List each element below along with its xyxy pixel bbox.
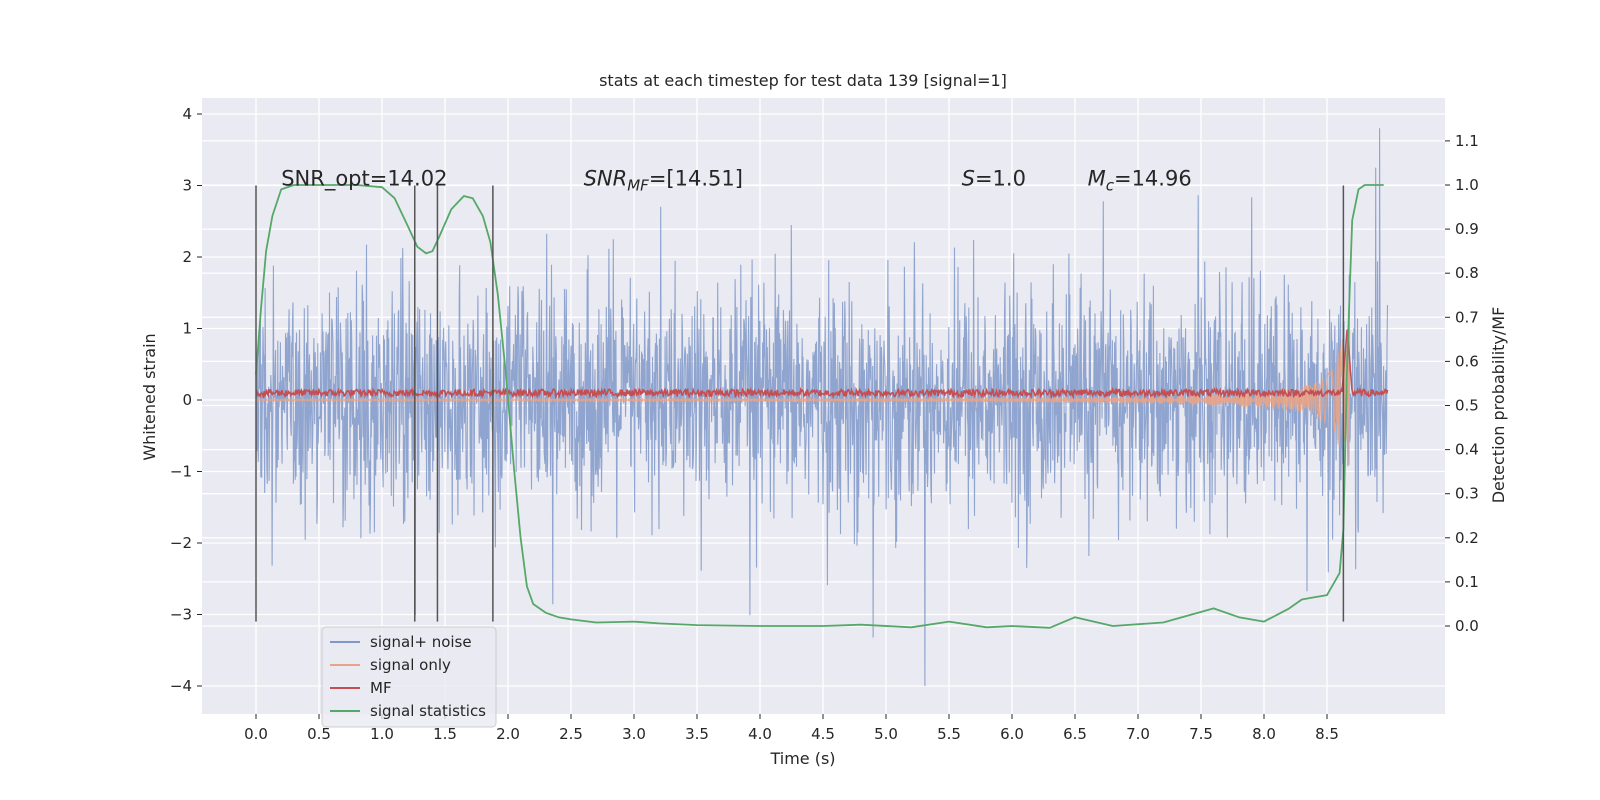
chart-title: stats at each timestep for test data 139… <box>599 71 1007 90</box>
series-mf <box>255 329 1389 400</box>
y-tick-label: −3 <box>170 606 192 624</box>
y2-tick-label: 1.0 <box>1455 176 1479 194</box>
x-tick-label: 2.0 <box>496 725 520 743</box>
y2-tick-label: 0.1 <box>1455 573 1479 591</box>
y-tick-label: 0 <box>182 391 192 409</box>
legend-label: signal only <box>370 656 451 674</box>
x-tick-label: 3.5 <box>685 725 709 743</box>
x-tick-label: 3.0 <box>622 725 646 743</box>
legend-box <box>321 626 497 728</box>
y2-tick-label: 0.0 <box>1455 617 1479 635</box>
y-tick-label: −4 <box>170 677 192 695</box>
series-signal-only <box>255 329 1351 466</box>
y-tick-label: 1 <box>182 320 192 338</box>
y-tick-label: 2 <box>182 248 192 266</box>
legend-label: MF <box>370 679 392 697</box>
y-tick-label: −1 <box>170 463 192 481</box>
y2-tick-label: 1.1 <box>1455 132 1479 150</box>
legend-label: signal statistics <box>370 702 486 720</box>
y2-tick-label: 0.7 <box>1455 308 1479 326</box>
annotation-1: SNRMF=[14.51] <box>584 166 743 194</box>
x-tick-label: 4.5 <box>811 725 835 743</box>
x-tick-label: 6.0 <box>1000 725 1024 743</box>
x-tick-label: 5.5 <box>937 725 961 743</box>
x-tick-label: 2.5 <box>559 725 583 743</box>
legend: signal+ noise signal only MF signal statist… <box>321 626 497 728</box>
y-tick-label: 4 <box>182 105 192 123</box>
y2-tick-label: 0.9 <box>1455 220 1479 238</box>
x-tick-label: 8.0 <box>1252 725 1276 743</box>
y2-tick-label: 0.4 <box>1455 441 1479 459</box>
y2-tick-label: 0.2 <box>1455 529 1479 547</box>
y2-tick-label: 0.8 <box>1455 264 1479 282</box>
y2-tick-label: 0.3 <box>1455 485 1479 503</box>
y-tick-label: 3 <box>182 177 192 195</box>
y-tick-label: −2 <box>170 534 192 552</box>
x-tick-label: 7.5 <box>1189 725 1213 743</box>
annotation-3: Mc=14.96 <box>1088 166 1192 194</box>
legend-label: signal+ noise <box>370 633 472 651</box>
x-axis-label: Time (s) <box>769 749 835 768</box>
series-signal-noise <box>255 128 1389 687</box>
x-tick-label: 0.5 <box>307 725 331 743</box>
series-signal-statistics <box>255 184 1384 629</box>
y2-tick-label: 0.6 <box>1455 352 1479 370</box>
x-tick-label: 0.0 <box>244 725 268 743</box>
x-tick-label: 4.0 <box>748 725 772 743</box>
annotation-2: S=1.0 <box>962 166 1026 190</box>
x-tick-label: 1.0 <box>370 725 394 743</box>
x-tick-label: 6.5 <box>1063 725 1087 743</box>
x-tick-label: 5.0 <box>874 725 898 743</box>
y2-axis-label: Detection probability/MF <box>1489 307 1508 504</box>
x-tick-label: 8.5 <box>1315 725 1339 743</box>
y-axis-label: Whitened strain <box>140 333 159 460</box>
x-tick-label: 7.0 <box>1126 725 1150 743</box>
y2-tick-label: 0.5 <box>1455 397 1479 415</box>
x-tick-label: 1.5 <box>433 725 457 743</box>
annotation-0: SNR_opt=14.02 <box>281 166 447 191</box>
